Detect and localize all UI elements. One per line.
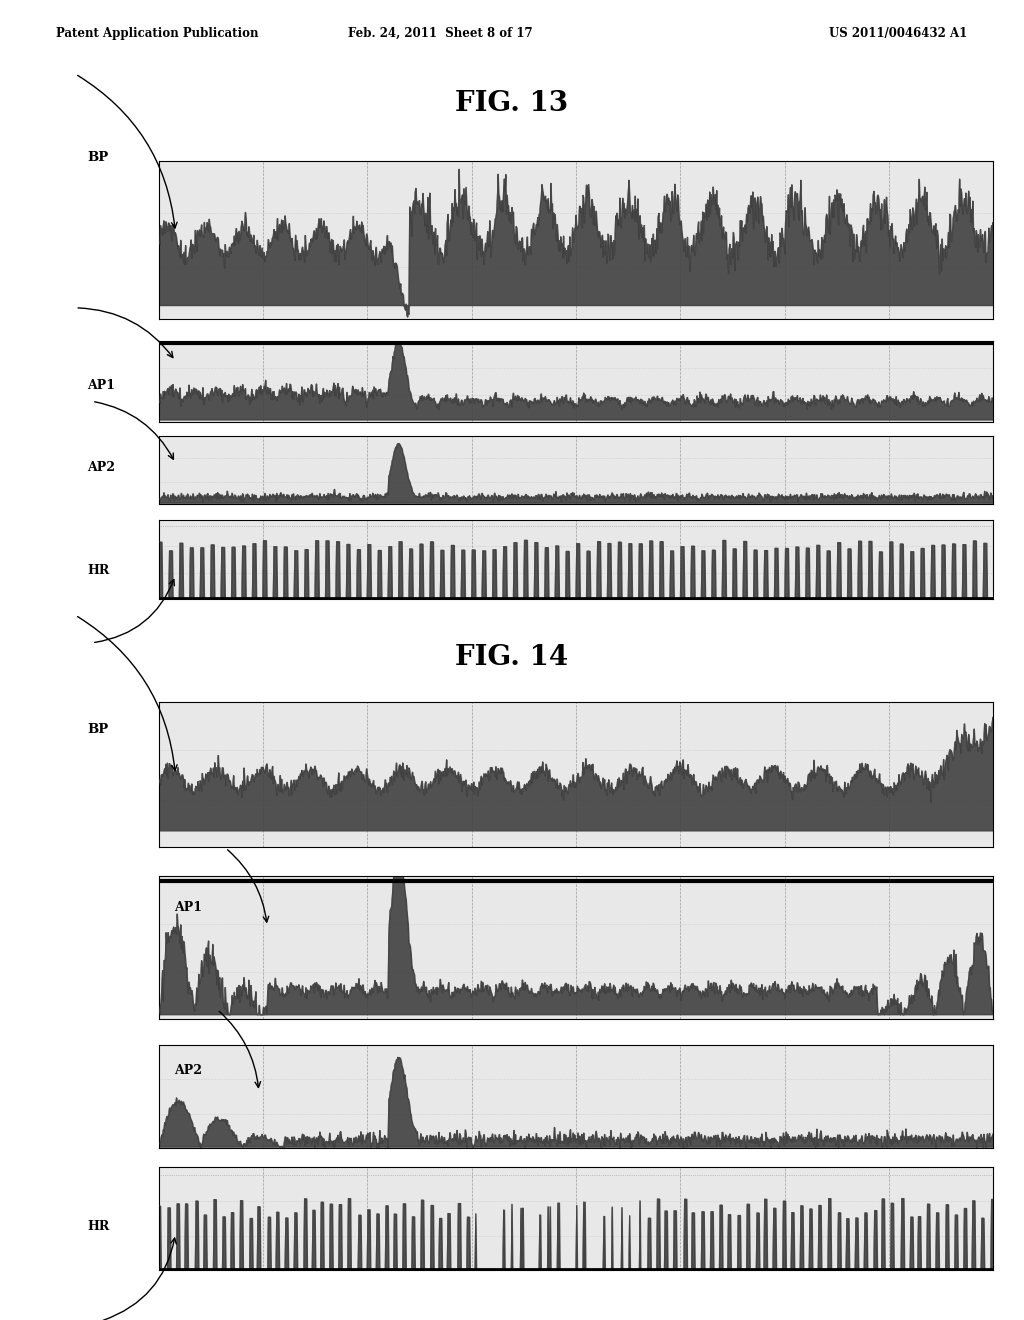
Text: BP: BP	[87, 150, 109, 164]
Text: AP2: AP2	[174, 1064, 202, 1077]
Text: Patent Application Publication: Patent Application Publication	[56, 26, 259, 40]
Text: FIG. 14: FIG. 14	[456, 644, 568, 672]
Text: AP1: AP1	[174, 900, 202, 913]
Text: BP: BP	[87, 722, 109, 735]
Text: FIG. 13: FIG. 13	[456, 90, 568, 117]
Text: HR: HR	[87, 1220, 110, 1233]
Text: US 2011/0046432 A1: US 2011/0046432 A1	[829, 26, 968, 40]
Text: AP2: AP2	[87, 461, 115, 474]
Text: Feb. 24, 2011  Sheet 8 of 17: Feb. 24, 2011 Sheet 8 of 17	[348, 26, 532, 40]
Text: AP1: AP1	[87, 379, 115, 392]
Text: HR: HR	[87, 564, 110, 577]
